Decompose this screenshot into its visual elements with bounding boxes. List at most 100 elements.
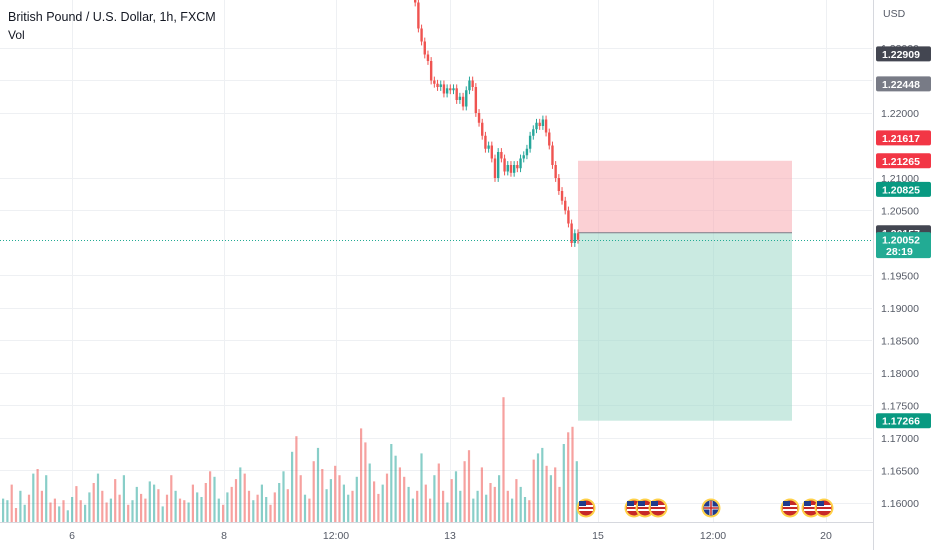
candle-body xyxy=(426,54,430,61)
volume-bar xyxy=(127,504,130,522)
volume-bar xyxy=(40,490,43,522)
volume-bar xyxy=(351,490,354,522)
us-flag-icon[interactable] xyxy=(780,498,800,518)
volume-bar xyxy=(498,475,501,522)
volume-bar xyxy=(485,494,488,522)
price-badge-label: 1.21265 xyxy=(882,156,920,168)
flag-stripe xyxy=(804,509,818,511)
price-tick-label: 1.22000 xyxy=(881,108,919,120)
volume-bar xyxy=(506,490,509,522)
volume-bar xyxy=(321,469,324,522)
volume-bar xyxy=(364,442,367,522)
price-tick-label: 1.17000 xyxy=(881,433,919,445)
time-tick-label: 8 xyxy=(221,530,227,542)
volume-bar xyxy=(66,510,69,522)
flag-canton xyxy=(627,501,634,506)
volume-bar xyxy=(459,490,462,522)
volume-bar xyxy=(338,475,341,522)
price-badge xyxy=(876,181,931,197)
volume-bar xyxy=(502,397,505,522)
candle-body xyxy=(445,88,449,94)
volume-bar xyxy=(416,490,419,522)
take-profit-zone xyxy=(578,232,792,421)
candle-body xyxy=(528,135,532,149)
volume-bar xyxy=(71,497,74,522)
volume-bar xyxy=(256,494,259,522)
volume-bar xyxy=(222,504,225,522)
price-badge-label: 1.22909 xyxy=(882,49,920,61)
volume-bar xyxy=(23,504,26,522)
time-axis-bg xyxy=(0,522,873,550)
candle-body xyxy=(570,223,573,243)
volume-bar xyxy=(14,508,18,522)
flag-canton xyxy=(638,501,645,506)
us-flag-icon[interactable] xyxy=(814,498,834,518)
volume-bar xyxy=(398,467,401,522)
candle-body xyxy=(413,0,417,3)
volume-bar xyxy=(295,436,298,522)
candle-body xyxy=(544,119,548,133)
volume-bar xyxy=(239,467,242,522)
volume-bar xyxy=(174,490,177,522)
volume-bar xyxy=(467,450,471,522)
economic-events[interactable] xyxy=(576,498,834,518)
volume-bar xyxy=(62,500,65,522)
candle-body xyxy=(449,88,452,91)
price-badge xyxy=(876,153,931,169)
flag-canton xyxy=(651,501,658,506)
volume-bar xyxy=(381,484,384,522)
volume-bar xyxy=(403,476,406,522)
volume-indicator-label[interactable]: Vol xyxy=(8,28,25,42)
price-badge-label: 1.17266 xyxy=(882,416,920,428)
volume-bar xyxy=(329,479,332,522)
volume-bar xyxy=(528,500,531,522)
volume-bar xyxy=(368,463,371,522)
price-axis[interactable]: USD 1.16000 1.16500 1.17000 1.17500 1.18000 1.… xyxy=(873,0,932,550)
symbol-title[interactable]: British Pound / U.S. Dollar, 1h, FXCM xyxy=(8,10,216,24)
price-tick-label: 1.16500 xyxy=(881,466,919,478)
volume-bar xyxy=(532,459,535,522)
volume-bar xyxy=(144,498,147,522)
volume-bar xyxy=(489,483,492,522)
us-flag-icon[interactable] xyxy=(648,498,668,518)
us-flag-icon[interactable] xyxy=(635,498,655,518)
candle-body xyxy=(452,88,455,91)
price-badge-label: 1.20825 xyxy=(882,184,920,196)
volume-bar xyxy=(308,498,311,522)
candle-body xyxy=(461,96,465,107)
candle-body xyxy=(474,87,478,113)
candle-body xyxy=(493,158,497,178)
price-badge xyxy=(876,76,931,92)
candle-body xyxy=(503,158,506,172)
volume-bar xyxy=(567,432,570,522)
candle-body xyxy=(541,119,545,126)
volume-bar xyxy=(562,444,565,522)
volume-bar xyxy=(243,473,246,522)
volume-bar xyxy=(109,498,112,522)
us-flag-icon[interactable] xyxy=(576,498,596,518)
volume-bar xyxy=(200,497,203,522)
volume-bar xyxy=(36,469,39,522)
position-tool[interactable] xyxy=(578,160,792,421)
us-flag-icon[interactable] xyxy=(801,498,821,518)
time-tick-label: 15 xyxy=(592,530,604,542)
uk-flag-icon[interactable] xyxy=(701,498,721,518)
volume-bar xyxy=(545,465,548,522)
volume-bar xyxy=(269,504,272,522)
time-tick-label: 20 xyxy=(820,530,832,542)
candle-body xyxy=(429,61,433,81)
volume-bar xyxy=(442,490,445,522)
volume-bar xyxy=(10,484,13,522)
price-badge xyxy=(876,46,931,62)
volume-bar xyxy=(75,486,78,522)
volume-bar xyxy=(196,492,199,522)
price-tick-label: 1.20500 xyxy=(881,206,919,218)
volume-bar xyxy=(390,444,393,522)
candle-body xyxy=(564,200,567,211)
candle-body xyxy=(557,178,561,191)
volume-bar xyxy=(2,498,5,522)
time-axis[interactable]: 6 8 12:00 13 15 12:00 20 xyxy=(0,522,873,550)
time-tick-label: 13 xyxy=(444,530,456,542)
candle-body xyxy=(551,145,554,165)
